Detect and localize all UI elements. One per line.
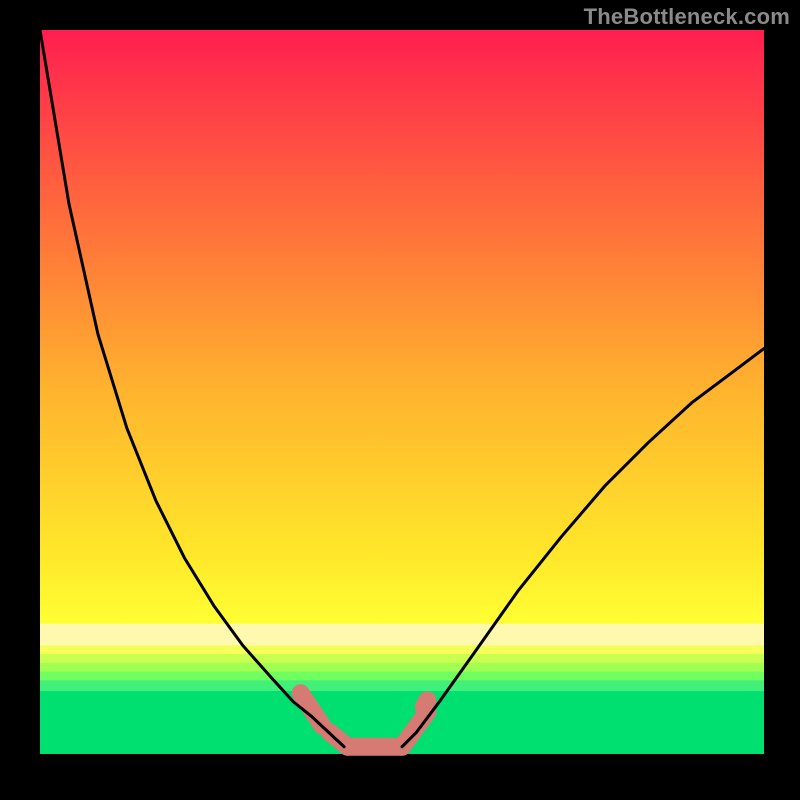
- watermark-text: TheBottleneck.com: [584, 4, 790, 30]
- plot-background-band: [40, 663, 764, 672]
- plot-background-band: [40, 671, 764, 680]
- plot-background-band: [40, 654, 764, 663]
- highlight-segment: [424, 700, 428, 707]
- bottleneck-chart: [0, 0, 800, 800]
- chart-container: TheBottleneck.com: [0, 0, 800, 800]
- plot-background-band: [40, 645, 764, 654]
- plot-background-band: [40, 680, 764, 691]
- plot-background-band: [40, 624, 764, 646]
